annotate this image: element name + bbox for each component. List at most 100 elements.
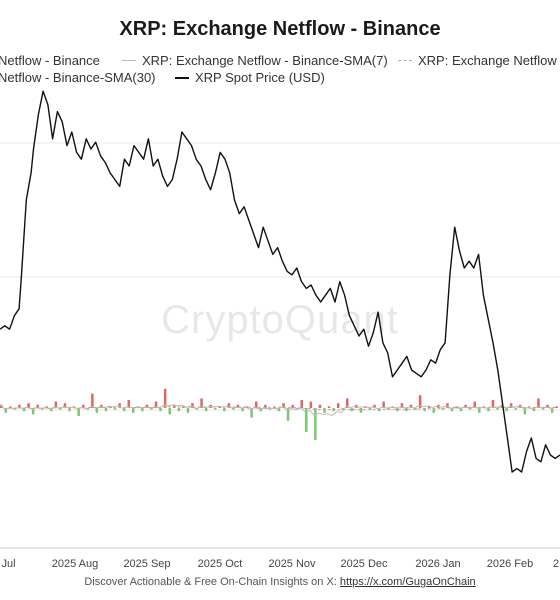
- netflow-bar: [286, 408, 290, 421]
- netflow-bar: [532, 408, 536, 412]
- netflow-bar: [4, 408, 8, 413]
- netflow-bar: [314, 408, 317, 440]
- netflow-bar: [141, 408, 144, 412]
- netflow-bar: [91, 393, 94, 408]
- netflow-bar: [104, 408, 108, 412]
- netflow-bar: [382, 401, 385, 408]
- netflow-bar: [500, 404, 504, 408]
- netflow-bar: [300, 400, 303, 408]
- legend-label-sma7: XRP: Exchange Netflow - Binance-SMA(7): [142, 53, 388, 68]
- legend-swatch-sma7: [122, 60, 136, 61]
- legend-label-netflow: Netflow - Binance: [0, 53, 100, 68]
- legend-row-1: Netflow - Binance XRP: Exchange Netflow …: [0, 53, 560, 71]
- netflow-bar: [455, 406, 458, 408]
- netflow-bar: [537, 398, 540, 408]
- legend-label-sma30: Netflow - Binance-SMA(30): [0, 70, 156, 85]
- netflow-bar: [77, 408, 80, 416]
- netflow-bar: [191, 403, 194, 408]
- netflow-bar: [459, 408, 463, 412]
- netflow-bar: [350, 408, 354, 412]
- netflow-bar: [491, 400, 495, 408]
- netflow-bar: [405, 408, 408, 412]
- netflow-bar: [546, 404, 549, 408]
- x-tick-label: 2026 Feb: [487, 558, 533, 570]
- netflow-bar: [223, 408, 226, 412]
- legend-item-price[interactable]: XRP Spot Price (USD): [175, 70, 325, 85]
- netflow-bar: [450, 408, 454, 412]
- netflow-bar: [86, 408, 89, 410]
- netflow-bar: [54, 401, 58, 408]
- netflow-bar: [318, 404, 322, 408]
- netflow-bar: [327, 406, 331, 408]
- netflow-bar: [145, 404, 149, 408]
- netflow-bar: [282, 403, 285, 408]
- netflow-bar: [27, 403, 30, 408]
- chart-title: XRP: Exchange Netflow - Binance: [119, 18, 441, 40]
- netflow-bar: [259, 408, 262, 412]
- netflow-bar: [464, 404, 467, 408]
- netflow-bar: [550, 408, 554, 413]
- price-line: [0, 90, 560, 473]
- legend-item-sma30[interactable]: Netflow - Binance-SMA(30): [0, 70, 156, 85]
- netflow-bar: [441, 408, 445, 410]
- netflow-bar: [305, 408, 308, 432]
- netflow-bar: [346, 398, 349, 408]
- netflow-bar: [359, 408, 363, 413]
- netflow-bar: [186, 408, 190, 413]
- netflow-bar: [428, 406, 431, 408]
- netflow-bar: [341, 408, 344, 410]
- x-tick-label: 5 Jul: [0, 558, 16, 570]
- netflow-bar: [45, 406, 48, 408]
- netflow-bar: [59, 408, 62, 410]
- netflow-bar: [478, 408, 481, 413]
- netflow-bar: [336, 403, 340, 408]
- netflow-bar: [100, 404, 103, 408]
- netflow-bar: [159, 408, 162, 412]
- netflow-bar: [36, 404, 39, 408]
- footer-text: Discover Actionable & Free On-Chain Insi…: [84, 576, 340, 588]
- netflow-bar: [18, 404, 21, 408]
- legend-item-netflow[interactable]: Netflow - Binance: [0, 53, 100, 68]
- legend-item-sma-dashed[interactable]: XRP: Exchange Netflow -: [398, 53, 560, 68]
- gridlines: [0, 142, 560, 411]
- netflow-bar: [9, 406, 12, 408]
- legend-swatch-price: [175, 76, 189, 79]
- netflow-bar: [255, 401, 258, 408]
- netflow-bar: [232, 408, 235, 410]
- netflow-bar: [418, 395, 422, 408]
- x-tick-label: 2025 Sep: [123, 558, 170, 570]
- netflow-bar: [368, 408, 372, 410]
- netflow-bar: [22, 408, 26, 412]
- netflow-bar: [68, 408, 71, 412]
- netflow-bar: [468, 408, 472, 410]
- netflow-bar: [400, 403, 404, 408]
- netflow-bar: [555, 406, 558, 408]
- netflow-bar: [127, 400, 130, 408]
- netflow-bar: [323, 408, 326, 413]
- legend-swatch-sma-dashed: [398, 60, 412, 61]
- netflow-bar: [291, 404, 294, 408]
- sma30-line: [0, 404, 556, 411]
- legend-item-sma7[interactable]: XRP: Exchange Netflow - Binance-SMA(7): [122, 53, 388, 68]
- netflow-bars: [0, 388, 558, 440]
- netflow-bar: [177, 408, 181, 412]
- x-tick-label: 2025 Nov: [268, 558, 316, 570]
- netflow-bar: [373, 404, 376, 408]
- x-tick-label: 2025 Oct: [198, 558, 243, 570]
- x-tick-label: 2: [553, 558, 559, 570]
- legend-label-sma-dashed: XRP: Exchange Netflow -: [418, 53, 560, 68]
- netflow-bar: [432, 408, 435, 413]
- netflow-bar: [473, 401, 476, 408]
- netflow-bar: [446, 403, 449, 408]
- netflow-bar: [396, 408, 399, 412]
- netflow-bar: [31, 408, 35, 415]
- netflow-bar: [50, 408, 53, 412]
- netflow-bar: [487, 408, 490, 412]
- footer: Discover Actionable & Free On-Chain Insi…: [0, 576, 560, 588]
- netflow-bar: [214, 408, 217, 410]
- netflow-bar: [132, 408, 135, 413]
- footer-link[interactable]: https://x.com/GugaOnChain: [339, 576, 476, 588]
- netflow-bar: [236, 404, 240, 408]
- netflow-bar: [309, 401, 313, 408]
- x-tick-label: 2025 Dec: [340, 558, 388, 570]
